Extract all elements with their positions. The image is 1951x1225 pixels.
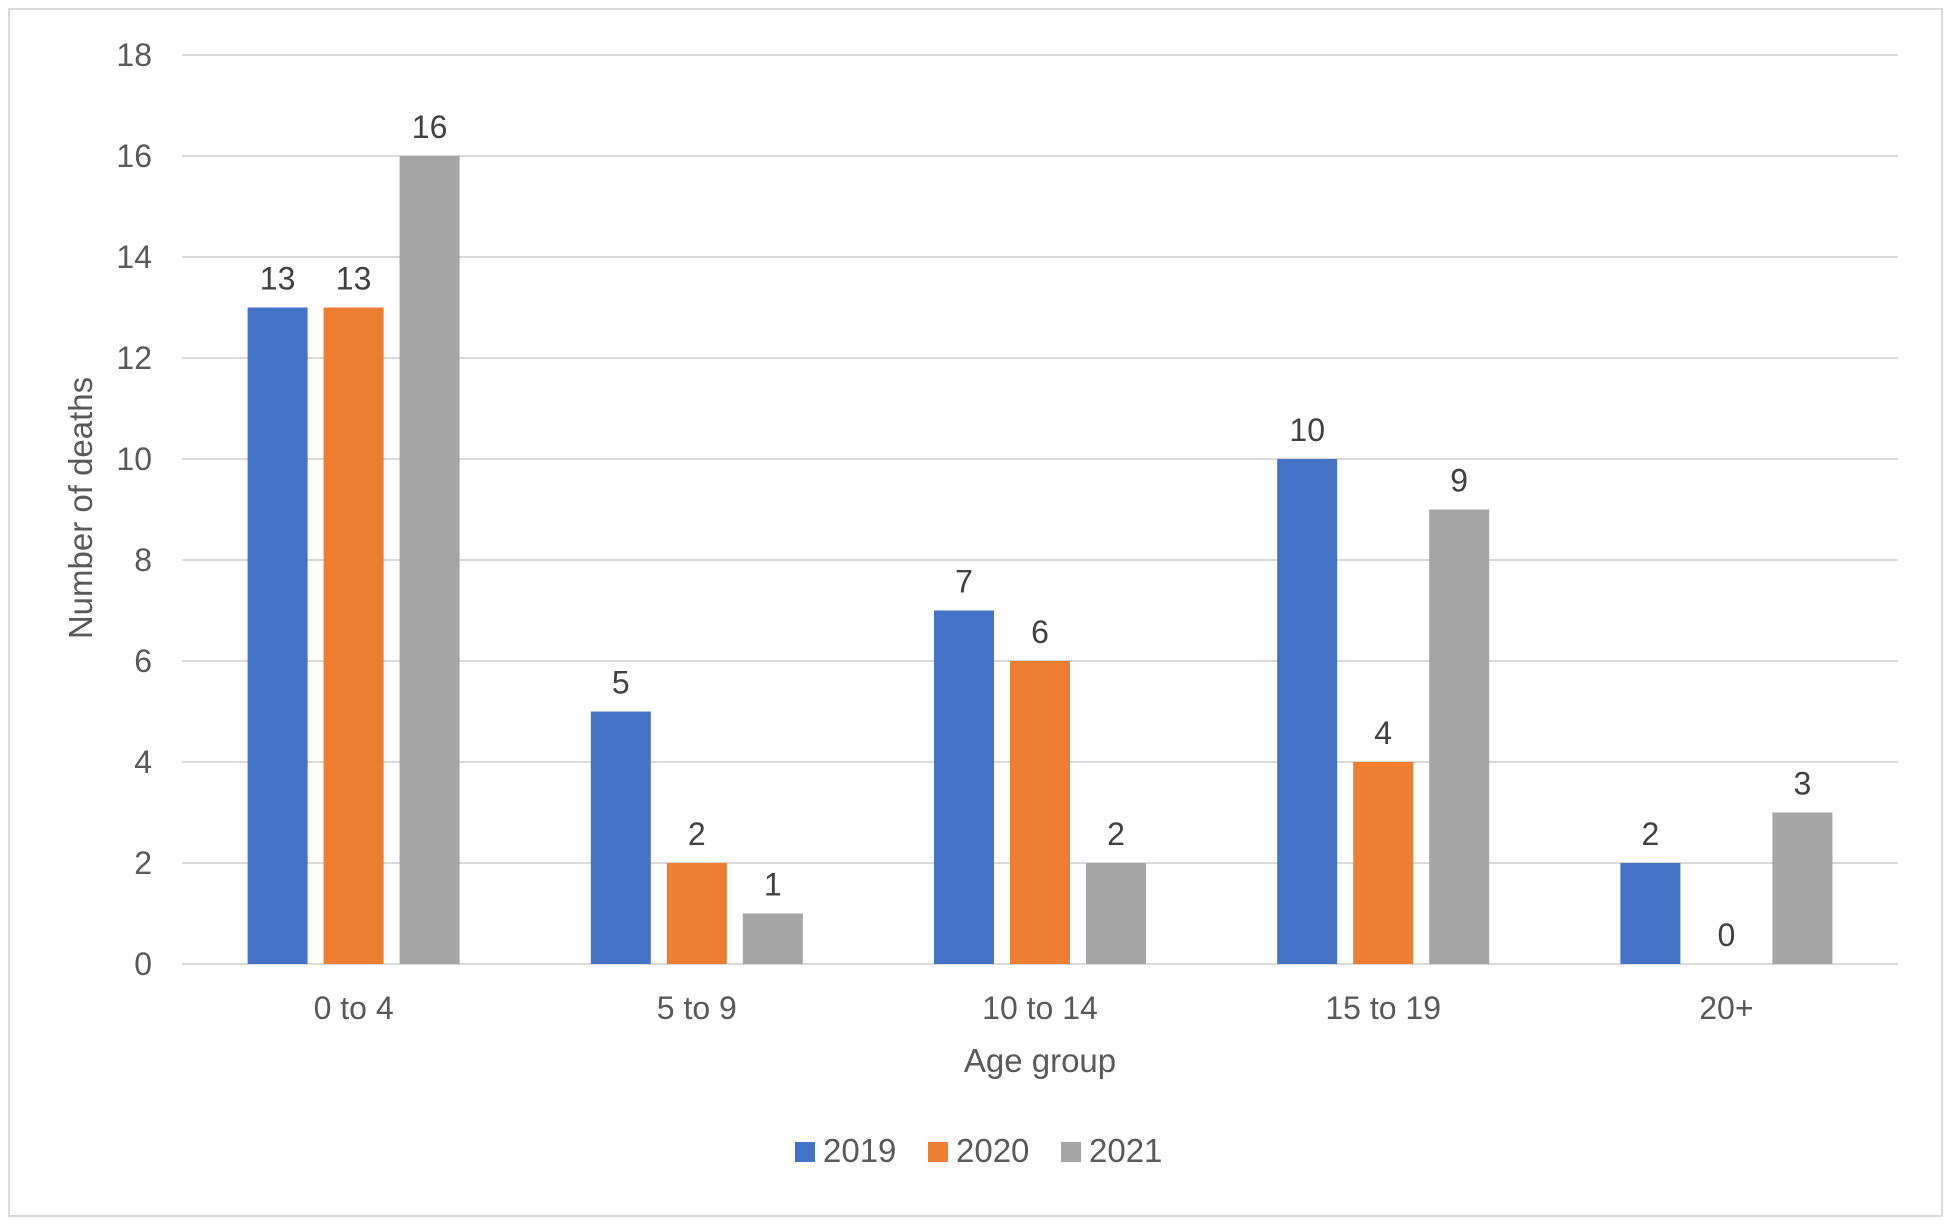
bar-2019-3 [1277,459,1338,964]
bar-2021-2 [1086,863,1146,964]
data-label-2020-3: 4 [1374,715,1392,751]
y-tick-label: 16 [116,138,152,174]
x-tick-label: 0 to 4 [314,990,394,1026]
data-label-2020-1: 2 [688,816,706,852]
bar-2019-0 [247,307,308,964]
bar-2019-2 [934,610,994,964]
data-label-2021-0: 16 [412,109,448,145]
data-label-2020-0: 13 [336,261,372,297]
legend-swatch-2019 [795,1142,815,1162]
data-labels: 13 13 16 5 2 1 7 6 2 10 4 9 2 0 3 [260,109,1811,953]
y-tick-label: 4 [134,744,152,780]
legend-swatch-2020 [928,1142,948,1162]
bar-2021-1 [742,913,803,964]
x-tick-label: 10 to 14 [982,990,1098,1026]
y-tick-label: 14 [116,239,152,275]
bar-2020-0 [323,307,384,964]
bar-2020-3 [1353,762,1414,964]
legend-label-2020: 2020 [956,1132,1029,1169]
data-label-2020-2: 6 [1031,614,1049,650]
data-label-2019-2: 7 [955,564,973,600]
legend-label-2019: 2019 [823,1132,896,1169]
y-tick-label: 6 [134,643,152,679]
legend-label-2021: 2021 [1089,1132,1162,1169]
y-axis-title: Number of deaths [62,377,99,639]
data-label-2021-1: 1 [764,867,782,903]
legend-swatch-2021 [1061,1142,1081,1162]
data-label-2019-0: 13 [260,261,296,297]
y-tick-label: 10 [116,441,152,477]
y-axis-ticks: 0 2 4 6 8 10 12 14 16 18 [116,37,152,982]
bar-2021-0 [399,156,460,964]
y-tick-label: 2 [134,845,152,881]
legend: 2019 2020 2021 [795,1132,1162,1169]
bar-2021-3 [1429,509,1490,964]
data-label-2020-4: 0 [1718,917,1736,953]
x-tick-label: 5 to 9 [657,990,737,1026]
x-tick-label: 20+ [1699,990,1753,1026]
x-axis-ticks: 0 to 4 5 to 9 10 to 14 15 to 19 20+ [314,990,1754,1026]
y-tick-label: 18 [116,37,152,73]
data-label-2021-4: 3 [1794,766,1812,802]
y-tick-label: 0 [134,946,152,982]
y-tick-label: 12 [116,340,152,376]
bar-2021-4 [1772,812,1833,964]
x-axis-title: Age group [964,1042,1116,1079]
bars [247,156,1833,964]
bar-2020-1 [666,863,727,964]
gridlines [182,54,1898,965]
y-tick-label: 8 [134,542,152,578]
x-tick-label: 15 to 19 [1325,990,1441,1026]
data-label-2021-3: 9 [1450,463,1468,499]
data-label-2019-1: 5 [612,665,630,701]
bar-2020-2 [1010,661,1070,964]
data-label-2019-4: 2 [1642,816,1660,852]
data-label-2021-2: 2 [1107,816,1125,852]
bar-2019-4 [1620,863,1681,964]
bar-2019-1 [590,711,651,964]
data-label-2019-3: 10 [1289,412,1325,448]
